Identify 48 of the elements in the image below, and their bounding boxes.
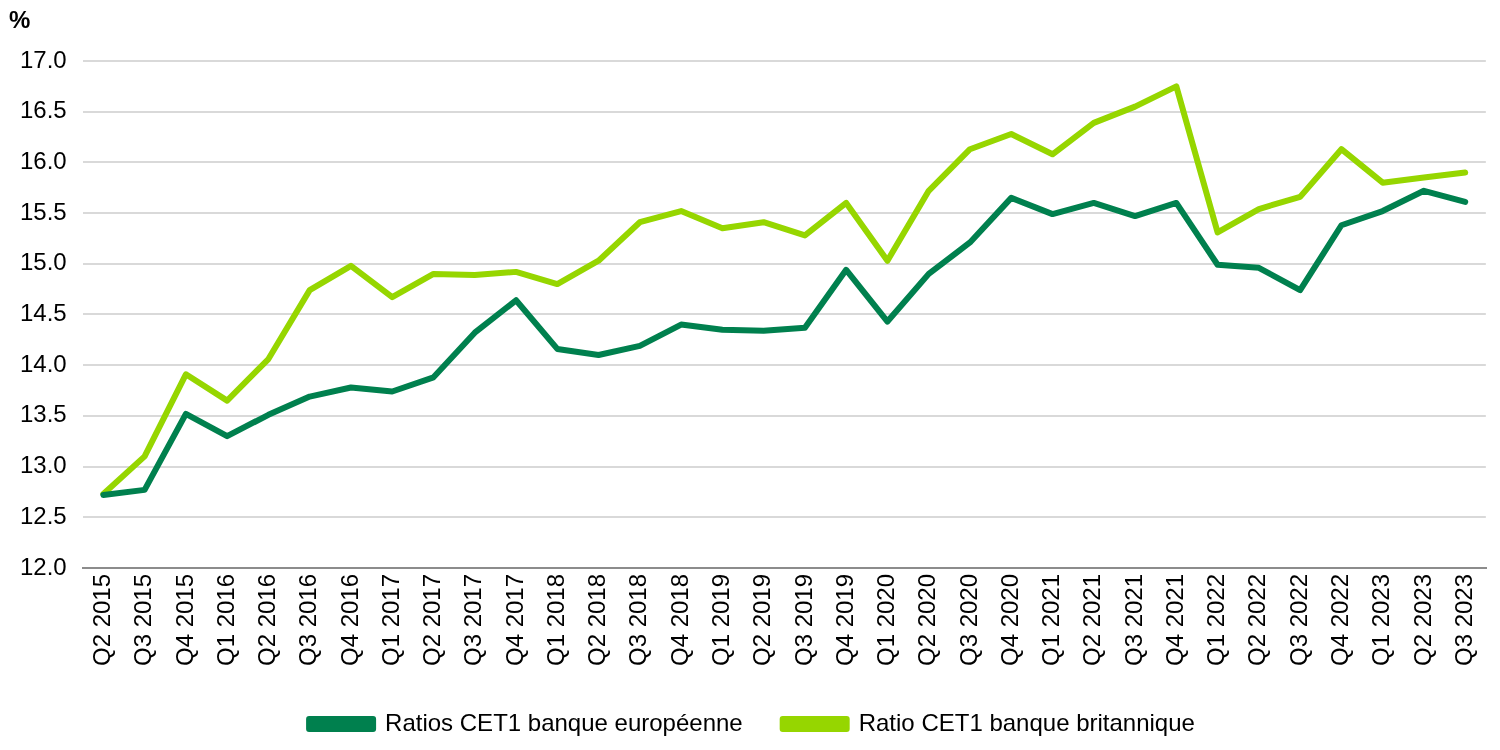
x-tick-label: Q2 2016 [253,573,281,666]
x-tick-label: Q2 2019 [748,573,776,666]
x-tick-label: Q4 2017 [500,573,528,666]
y-tick-label: 14.0 [19,349,67,377]
x-tick-label: Q3 2022 [1284,573,1312,666]
x-tick-label: Q3 2020 [954,573,982,666]
x-tick-label: Q3 2016 [294,573,322,666]
x-tick-label: Q1 2023 [1367,573,1395,666]
y-axis-title: % [9,5,31,33]
x-tick-label: Q1 2019 [707,573,734,666]
y-tick-label: 17.0 [19,45,67,73]
x-tick-label: Q1 2017 [376,573,404,666]
x-tick-label: Q4 2021 [1160,573,1188,666]
y-tick-label: 12.5 [19,501,67,529]
y-tick-label: 16.5 [19,96,67,124]
x-tick-label: Q1 2020 [872,573,900,666]
x-tick-label: Q3 2021 [1119,573,1147,666]
x-tick-label: Q3 2015 [129,573,157,666]
x-tick-label: Q2 2021 [1078,573,1106,666]
x-tick-label: Q2 2015 [87,573,115,666]
x-tick-label: Q4 2020 [995,573,1023,666]
y-tick-label: 15.5 [19,197,67,225]
x-tick-label: Q3 2023 [1449,573,1477,666]
y-tick-label: 16.0 [19,147,67,175]
legend-label: Ratios CET1 banque européenne [385,708,743,736]
x-tick-label: Q1 2018 [541,573,569,666]
y-tick-label: 13.0 [19,451,67,479]
y-tick-label: 12.0 [19,552,67,580]
x-tick-label: Q3 2018 [624,573,652,666]
x-tick-label: Q2 2020 [913,573,941,666]
x-tick-label: Q4 2018 [665,573,693,666]
y-tick-label: 15.0 [19,248,67,276]
x-tick-label: Q1 2022 [1202,573,1230,666]
x-tick-label: Q2 2023 [1408,573,1436,666]
x-tick-label: Q4 2019 [830,573,858,666]
x-tick-label: Q2 2017 [418,573,446,666]
x-tick-label: Q4 2016 [335,573,363,666]
x-tick-label: Q4 2015 [170,573,198,666]
x-tick-label: Q1 2016 [211,573,239,666]
y-tick-label: 13.5 [19,400,67,428]
x-tick-label: Q1 2021 [1037,573,1065,666]
y-tick-label: 14.5 [19,299,67,327]
x-tick-label: Q2 2018 [583,573,611,666]
x-tick-label: Q3 2017 [459,573,487,666]
legend-label: Ratio CET1 banque britannique [858,708,1195,736]
x-tick-label: Q2 2022 [1243,573,1271,666]
x-tick-label: Q3 2019 [789,573,817,666]
x-tick-label: Q4 2022 [1326,573,1354,666]
